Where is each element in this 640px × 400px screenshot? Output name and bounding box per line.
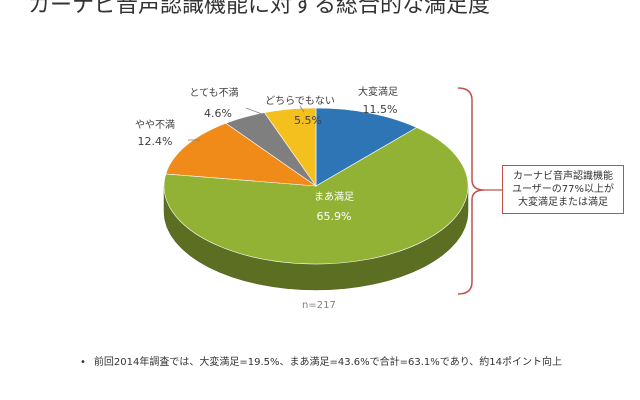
callout-line: 大変満足または満足 [518,197,608,208]
pie-slice [165,122,318,187]
footnote: • 前回2014年調査では、大変満足=19.5%、まあ満足=43.6%で合計=63… [80,353,562,368]
slice-name-label: どちらでもない [265,95,335,107]
callout-line: カーナビ音声認識機能 [513,171,613,182]
bullet-icon: • [80,357,86,368]
pie-tops [163,107,469,265]
pie-slice [315,107,418,187]
sample-size: n=217 [302,300,336,311]
slice-name-label: やや不満 [135,119,175,131]
pie-labels: 大変満足 11.5% まあ満足 65.9% やや不満 12.4% とても不満 4.6% どちらで… [135,85,398,223]
pie-leader-lines [188,105,305,141]
pie-slice [263,107,317,187]
slice-value-label: 5.5% [294,114,322,127]
slice-name-label: 大変満足 [358,85,398,98]
slice-value-label: 4.6% [204,107,232,120]
leader-line [245,107,263,115]
slice-value-label: 65.9% [317,210,352,223]
slice-value-label: 12.4% [138,135,173,148]
chart-title: カーナビ音声認識機能に対する総合的な満足度 [28,0,491,18]
footnote-text: 前回2014年調査では、大変満足=19.5%、まあ満足=43.6%で合計=63.… [93,357,563,368]
leader-line [299,105,305,113]
slice-name-label: まあ満足 [314,191,354,203]
slice-name-label: とても不満 [189,87,238,99]
callout-box: カーナビ音声認識機能 ユーザーの77%以上が 大変満足または満足 [502,165,624,214]
callout-line: ユーザーの77%以上が [511,184,615,195]
slice-value-label: 11.5% [363,103,398,116]
pie-slice [163,127,469,265]
